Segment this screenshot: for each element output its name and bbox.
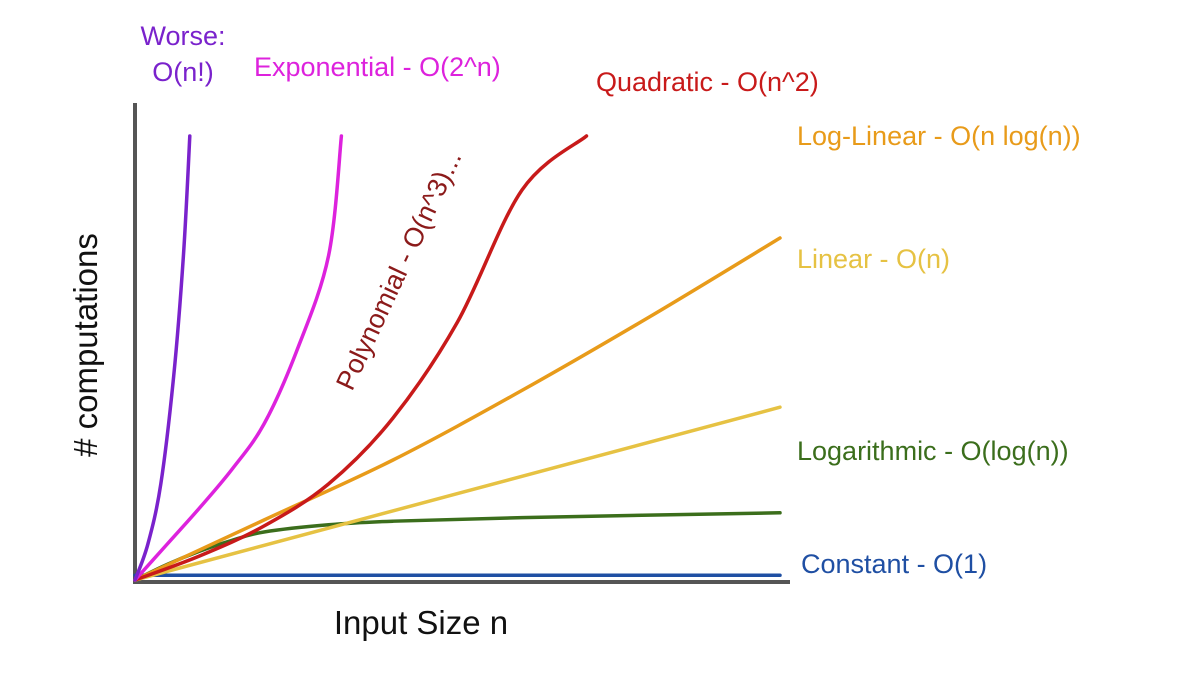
curve-log-linear xyxy=(133,236,782,582)
curve-quadratic xyxy=(133,134,589,582)
label-logarithmic: Logarithmic - O(log(n)) xyxy=(797,436,1069,466)
series-curves xyxy=(133,134,782,582)
curve-linear xyxy=(133,405,782,582)
label-quadratic: Quadratic - O(n^2) xyxy=(596,67,819,97)
axes xyxy=(133,103,790,584)
series-labels: Constant - O(1) Logarithmic - O(log(n)) Li… xyxy=(140,21,1080,579)
label-log-linear: Log-Linear - O(n log(n)) xyxy=(797,121,1081,151)
x-axis-label: Input Size n xyxy=(334,604,508,641)
curve-factorial xyxy=(133,134,192,582)
annotation-polynomial: Polynomial - O(n^3)... xyxy=(330,146,467,395)
curve-logarithmic xyxy=(133,511,782,582)
curve-exponential xyxy=(133,134,344,582)
label-exponential: Exponential - O(2^n) xyxy=(254,52,501,82)
label-constant: Constant - O(1) xyxy=(801,549,987,579)
label-linear: Linear - O(n) xyxy=(797,244,950,274)
label-factorial: Worse: O(n!) xyxy=(140,21,225,87)
y-axis-label: # computations xyxy=(67,233,104,457)
